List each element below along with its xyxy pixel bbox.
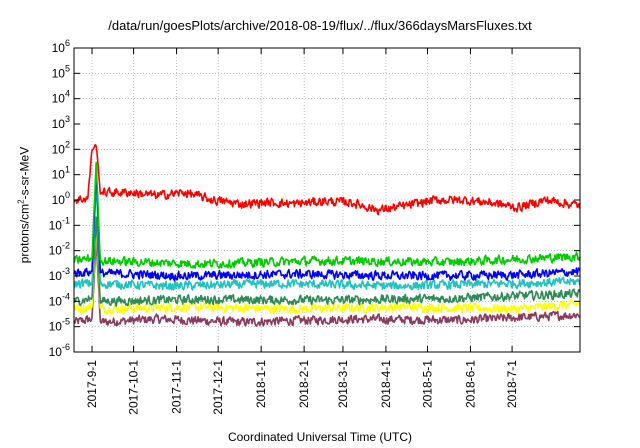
- y-tick-label: 102: [52, 139, 70, 156]
- y-axis-label-main: protons/cm: [17, 203, 32, 264]
- y-tick-label: 104: [52, 89, 70, 106]
- x-tick-label: 2018-5-1: [421, 360, 435, 408]
- x-tick-label: 2018-4-1: [379, 360, 393, 408]
- y-tick-label: 106: [52, 38, 70, 55]
- series-line: [73, 165, 581, 282]
- y-tick-label: 10-3: [49, 266, 70, 283]
- y-axis-label: protons/cm2-s-sr-MeV: [17, 147, 32, 263]
- series-line: [73, 239, 581, 327]
- x-tick-label: 2017-11-1: [170, 360, 184, 414]
- series-group: [73, 144, 581, 327]
- series-line: [73, 144, 581, 216]
- plot-frame: [73, 47, 581, 353]
- y-tick-label: 10-5: [49, 317, 70, 334]
- x-tick-label: 2017-9-1: [85, 360, 99, 408]
- y-tick-label: 10-2: [49, 241, 70, 258]
- y-tick-label: 10-4: [49, 291, 70, 308]
- x-tick-label: 2018-3-1: [336, 360, 350, 408]
- series-line: [73, 225, 581, 315]
- y-axis-label-rest: -s-sr-MeV: [17, 146, 32, 200]
- tick-labels: 10-6 10-5 10-4 10-3 10-2 10-1 100 101 102 103 104 1…: [49, 38, 519, 415]
- y-axis-label-sup: 2: [16, 199, 26, 204]
- chart-title: /data/run/goesPlots/archive/2018-08-19/f…: [108, 18, 532, 33]
- y-tick-label: 10-6: [49, 342, 70, 359]
- series-line: [73, 216, 581, 307]
- x-tick-label: 2017-10-1: [127, 360, 141, 415]
- y-tick-label: 101: [52, 165, 70, 182]
- x-tick-label: 2018-7-1: [505, 360, 519, 408]
- x-tick-label: 2018-1-1: [254, 360, 268, 408]
- y-tick-label: 100: [52, 190, 70, 207]
- x-tick-label: 2018-6-1: [463, 360, 477, 408]
- x-tick-label: 2017-12-1: [211, 360, 225, 415]
- y-tick-label: 103: [52, 114, 70, 131]
- x-tick-label: 2018-2-1: [297, 360, 311, 408]
- y-tick-label: 10-1: [49, 215, 70, 232]
- y-tick-label: 105: [52, 63, 70, 80]
- series-line: [73, 180, 581, 291]
- x-axis-label: Coordinated Universal Time (UTC): [227, 430, 413, 444]
- series-line: [73, 161, 581, 269]
